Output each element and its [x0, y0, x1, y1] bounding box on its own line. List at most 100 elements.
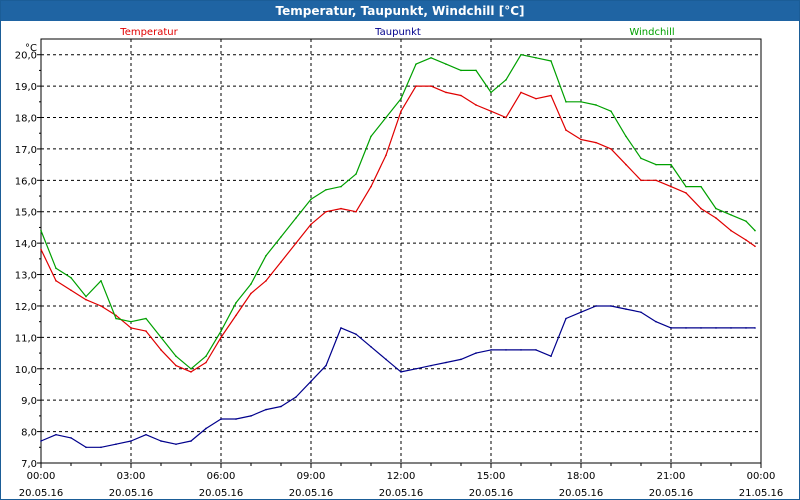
data-point-taupunkt: [565, 317, 567, 320]
data-point-windchill: [535, 57, 537, 59]
data-point-temperatur: [295, 242, 297, 244]
data-point-taupunkt: [430, 364, 432, 367]
data-point-windchill: [685, 185, 687, 188]
data-point-windchill: [415, 63, 417, 65]
data-point-temperatur: [385, 154, 387, 157]
data-point-taupunkt: [250, 415, 252, 417]
data-point-temperatur: [250, 292, 252, 295]
x-tick-date-label: 21.05.16: [739, 488, 784, 499]
series-line-taupunkt: [40, 305, 755, 448]
data-point-temperatur: [670, 185, 672, 188]
data-point-taupunkt: [655, 320, 657, 323]
x-tick-date-label: 20.05.16: [109, 488, 154, 499]
data-point-temperatur: [565, 129, 567, 131]
x-tick-time-label: 00:00: [27, 471, 56, 482]
data-point-temperatur: [595, 141, 597, 144]
data-point-taupunkt: [205, 427, 207, 430]
data-point-windchill: [370, 135, 372, 138]
data-point-taupunkt: [385, 358, 387, 361]
data-point-windchill: [715, 207, 717, 210]
data-point-windchill: [385, 116, 387, 119]
data-point-windchill: [625, 135, 627, 138]
y-axis-label: °C: [25, 43, 37, 54]
data-point-temperatur: [310, 223, 312, 226]
data-point-temperatur: [745, 239, 747, 241]
data-point-windchill: [550, 60, 552, 62]
data-point-temperatur: [55, 280, 57, 282]
data-point-taupunkt: [670, 327, 672, 329]
data-point-windchill: [640, 157, 642, 160]
y-axis: 7,0 8,0 9,0 10,0 11,0 12,0 13,0 14,0 15,0 16,0 17,…: [15, 43, 41, 470]
x-tick-time-label: 21:00: [657, 471, 686, 482]
y-tick-label: 11,0: [15, 333, 37, 344]
y-tick-label: 19,0: [15, 82, 37, 93]
line-chart: Temperatur Taupunkt Windchill 7,0 8,0 9,0 10,…: [15, 27, 784, 499]
data-point-temperatur: [100, 305, 102, 307]
data-point-temperatur: [730, 229, 732, 232]
data-point-taupunkt: [415, 367, 417, 370]
data-point-windchill: [655, 163, 657, 166]
data-point-taupunkt: [40, 440, 42, 442]
data-point-windchill: [520, 53, 522, 56]
data-point-windchill: [340, 185, 342, 188]
data-point-windchill: [595, 104, 597, 106]
data-point-temperatur: [160, 349, 162, 351]
data-point-windchill: [745, 220, 747, 222]
x-tick-date-label: 20.05.16: [199, 488, 244, 499]
data-point-temperatur: [280, 261, 282, 263]
data-point-windchill: [475, 69, 477, 72]
x-tick-time-label: 03:00: [117, 471, 146, 482]
data-point-taupunkt: [754, 327, 756, 329]
data-point-taupunkt: [370, 345, 372, 348]
data-point-windchill: [160, 336, 162, 339]
data-point-temperatur: [70, 289, 72, 292]
y-tick-label: 12,0: [15, 302, 37, 313]
data-point-taupunkt: [685, 327, 687, 329]
data-point-taupunkt: [550, 355, 552, 358]
data-point-taupunkt: [625, 308, 627, 310]
x-tick-date-label: 20.05.16: [19, 488, 64, 499]
data-point-taupunkt: [265, 408, 267, 411]
data-point-taupunkt: [400, 371, 402, 373]
data-point-temperatur: [430, 85, 432, 87]
legend-entry-temperatur: Temperatur: [119, 27, 178, 38]
data-point-temperatur: [265, 280, 267, 282]
x-tick-date-label: 20.05.16: [289, 488, 334, 499]
data-point-temperatur: [610, 148, 612, 150]
y-tick-label: 8,0: [21, 428, 37, 439]
data-point-taupunkt: [310, 380, 312, 383]
data-point-windchill: [250, 283, 252, 285]
data-point-taupunkt: [115, 443, 117, 445]
data-point-windchill: [175, 355, 177, 358]
data-point-temperatur: [580, 138, 582, 141]
data-point-temperatur: [475, 104, 477, 106]
data-point-temperatur: [220, 336, 222, 339]
data-point-taupunkt: [745, 327, 747, 329]
data-point-taupunkt: [70, 437, 72, 439]
data-point-taupunkt: [715, 327, 717, 329]
y-tick-label: 20,0: [15, 51, 37, 62]
window-title: Temperatur, Taupunkt, Windchill [°C]: [1, 1, 799, 21]
y-tick-label: 13,0: [15, 271, 37, 282]
data-point-temperatur: [325, 210, 327, 213]
grid: [41, 39, 761, 464]
y-tick-label: 17,0: [15, 145, 37, 156]
data-point-windchill: [100, 280, 102, 282]
x-tick-date-label: 20.05.16: [559, 488, 604, 499]
x-tick-date-label: 20.05.16: [649, 488, 694, 499]
data-point-taupunkt: [445, 361, 447, 364]
data-point-temperatur: [415, 85, 417, 87]
data-point-taupunkt: [190, 440, 192, 442]
data-point-taupunkt: [730, 327, 732, 329]
data-point-windchill: [325, 188, 327, 191]
data-point-temperatur: [175, 364, 177, 367]
data-point-temperatur: [145, 330, 147, 332]
data-point-windchill: [400, 97, 402, 100]
data-point-taupunkt: [100, 446, 102, 449]
legend: Temperatur Taupunkt Windchill: [119, 27, 674, 38]
data-point-taupunkt: [175, 443, 177, 445]
data-point-windchill: [670, 163, 672, 166]
data-point-taupunkt: [505, 349, 507, 351]
data-point-windchill: [565, 101, 567, 103]
